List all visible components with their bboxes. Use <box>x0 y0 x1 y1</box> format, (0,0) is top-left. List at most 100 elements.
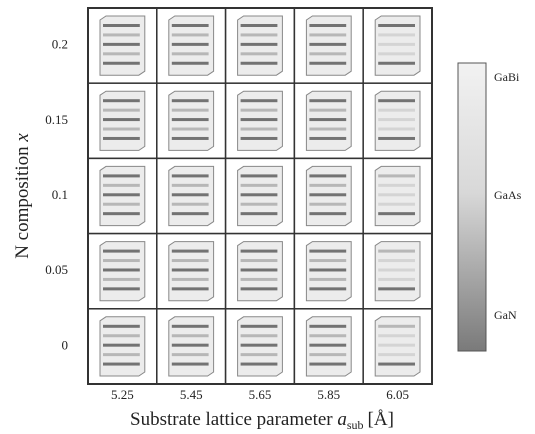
atom-layer <box>378 118 415 122</box>
atom-layer <box>309 99 347 103</box>
atom-layer <box>171 362 209 366</box>
atom-layer <box>171 118 209 122</box>
atom-layer <box>240 249 278 253</box>
atom-layer <box>103 24 140 27</box>
atom-layer <box>171 61 209 65</box>
atom-layer <box>171 268 209 272</box>
atom-layer <box>309 287 347 291</box>
atom-layer <box>309 42 347 46</box>
atom-layer <box>171 353 209 357</box>
atom-layer <box>378 193 415 197</box>
atom-layer <box>240 174 278 178</box>
atom-layer <box>240 108 278 112</box>
atom-layer <box>309 33 347 37</box>
atom-layer <box>378 259 415 263</box>
atom-layer <box>309 61 347 65</box>
atom-layer <box>240 183 278 187</box>
atom-layer <box>240 52 278 56</box>
atom-layer <box>103 193 140 197</box>
atom-layer <box>171 108 209 112</box>
atom-layer <box>309 183 347 187</box>
atom-layer <box>103 136 140 140</box>
atom-layer <box>378 99 415 103</box>
atom-layer <box>309 249 347 253</box>
y-label-text: N composition <box>12 146 33 259</box>
atom-layer <box>171 324 209 328</box>
atom-layer <box>378 324 415 328</box>
atom-layer <box>240 202 278 206</box>
y-tick-label: 0.05 <box>45 262 68 277</box>
atom-layer <box>309 108 347 112</box>
atom-layer <box>171 136 209 140</box>
atom-layer <box>309 127 347 131</box>
atom-layer <box>103 183 140 187</box>
x-tick-label: 5.45 <box>180 387 203 402</box>
atom-layer <box>171 174 209 178</box>
grid-frame <box>87 7 433 385</box>
atom-layer <box>171 52 209 56</box>
atom-layer <box>309 174 347 178</box>
x-tick-label: 5.65 <box>249 387 272 402</box>
x-label-sub: sub <box>347 418 364 432</box>
atom-layer <box>171 33 209 37</box>
atom-layer <box>171 343 209 347</box>
atom-layer <box>240 324 278 328</box>
atom-layer <box>240 277 278 281</box>
atom-layer <box>103 324 140 328</box>
atom-layer <box>309 202 347 206</box>
x-tick-label: 6.05 <box>386 387 409 402</box>
atom-layer <box>171 287 209 291</box>
atom-layer <box>171 259 209 263</box>
atom-layer <box>240 343 278 347</box>
atom-layer <box>171 277 209 281</box>
atom-layer <box>378 52 415 56</box>
atom-layer <box>240 353 278 357</box>
atom-layer <box>240 334 278 338</box>
atom-layer <box>378 287 415 291</box>
structure-grid <box>87 7 433 385</box>
atom-layer <box>103 249 140 253</box>
y-axis-label: N composition x <box>12 133 33 259</box>
atom-layer <box>378 353 415 357</box>
atom-layer <box>240 118 278 122</box>
atom-layer <box>240 99 278 103</box>
atom-layer <box>171 183 209 187</box>
atom-layer <box>309 324 347 328</box>
atom-layer <box>171 249 209 253</box>
atom-layer <box>240 259 278 263</box>
structure-box <box>374 90 421 151</box>
atom-layer <box>378 202 415 206</box>
atom-layer <box>103 334 140 338</box>
colorbar <box>457 62 487 352</box>
y-tick-label: 0.2 <box>52 37 68 52</box>
atom-layer <box>240 24 278 27</box>
x-axis-label: Substrate lattice parameter asub [Å] <box>130 409 394 431</box>
atom-layer <box>171 212 209 216</box>
atom-layer <box>103 52 140 56</box>
atom-layer <box>378 249 415 253</box>
atom-layer <box>103 353 140 357</box>
atom-layer <box>171 193 209 197</box>
atom-layer <box>309 277 347 281</box>
atom-layer <box>309 118 347 122</box>
atom-layer <box>103 33 140 37</box>
atom-layer <box>103 212 140 216</box>
structure-box <box>374 165 421 227</box>
atom-layer <box>171 42 209 46</box>
atom-layer <box>103 174 140 178</box>
atom-layer <box>240 362 278 366</box>
atom-layer <box>171 99 209 103</box>
atom-layer <box>171 24 209 27</box>
atom-layer <box>103 127 140 131</box>
atom-layer <box>378 343 415 347</box>
atom-layer <box>309 193 347 197</box>
x-label-text: Substrate lattice parameter <box>130 409 333 430</box>
atom-layer <box>309 136 347 140</box>
atom-layer <box>240 42 278 46</box>
y-tick-label: 0.1 <box>52 187 68 202</box>
y-tick-label: 0 <box>62 337 69 352</box>
atom-layer <box>240 212 278 216</box>
structure-box <box>374 15 421 76</box>
atom-layer <box>171 127 209 131</box>
x-label-unit: [Å] <box>368 409 394 430</box>
